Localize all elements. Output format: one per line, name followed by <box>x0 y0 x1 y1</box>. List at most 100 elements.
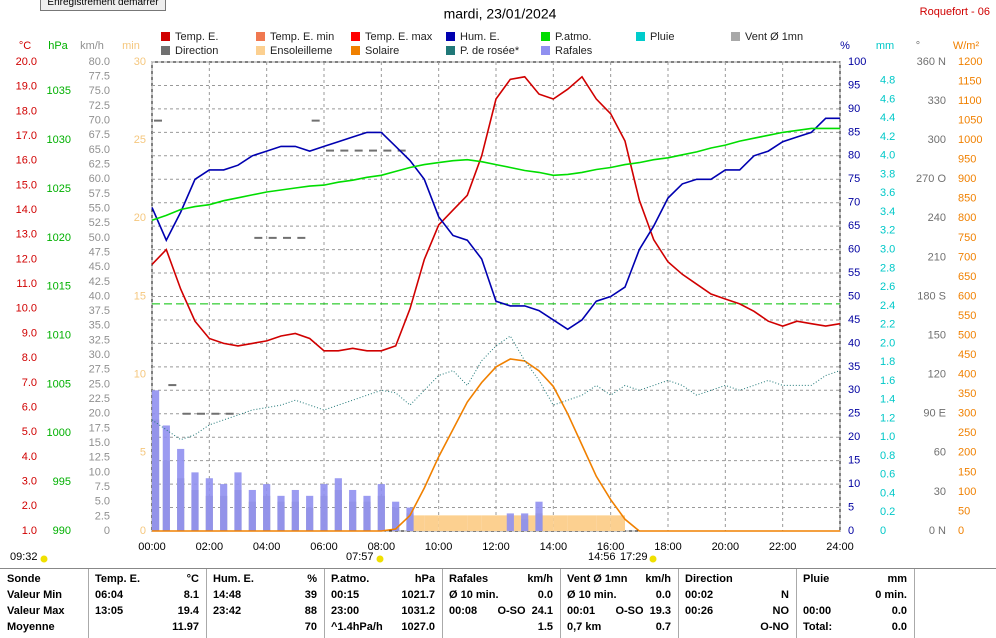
y-tick-label: 8.0 <box>22 352 37 364</box>
y-tick-label: 45.0 <box>89 261 110 273</box>
axis-title: % <box>840 40 850 52</box>
legend-label: Vent Ø 1mn <box>745 31 803 43</box>
y-tick-label: 150 <box>928 329 946 341</box>
y-tick-label: 90 E <box>923 408 946 420</box>
time-annotation: 17:29 <box>620 551 648 563</box>
y-tick-label: 42.5 <box>89 276 110 288</box>
y-tick-label: 95 <box>848 79 860 91</box>
legend-label: P.atmo. <box>555 31 592 43</box>
header-cell: Sonde <box>0 571 88 587</box>
sunshine-block <box>410 515 425 531</box>
cell-text: 19.4 <box>177 605 199 617</box>
axis-title: min <box>122 40 140 52</box>
legend-swatch <box>446 46 455 55</box>
header-cell: Direction <box>678 571 796 587</box>
sunshine-block <box>467 515 482 531</box>
y-tick-label: 32.5 <box>89 334 110 346</box>
y-tick-label: 1.0 <box>22 525 37 537</box>
legend-label: Hum. E. <box>460 31 500 43</box>
table-row: Valeur Max 13:05 19.4 23:42 88 23:00 1031.2 00:… <box>0 603 996 619</box>
sunshine-block <box>453 515 468 531</box>
summary-table: Sonde Temp. E. °C Hum. E.% P.atmo. hPa Rafales… <box>0 568 996 638</box>
cell-text: 8.1 <box>183 589 199 601</box>
y-tick-label: 20.0 <box>89 408 110 420</box>
cell-text: 0.0 <box>891 621 907 633</box>
y-tick-label: 270 O <box>916 173 946 185</box>
cell-text: hPa <box>414 573 435 585</box>
column-separator <box>678 569 679 638</box>
table-cell: 00:15 1021.7 <box>324 587 442 603</box>
y-tick-label: 25 <box>848 408 860 420</box>
chart: mardi, 23/01/2024 Roquefort - 06 00:00 02… <box>10 6 990 563</box>
axis-title: °C <box>19 40 31 52</box>
y-tick-label: 50 <box>848 290 860 302</box>
table-cell: O-NO <box>678 619 796 635</box>
cell-text: NO <box>772 605 790 617</box>
legend-swatch <box>351 32 360 41</box>
grid <box>151 61 841 532</box>
y-tick-label: 55 <box>848 267 860 279</box>
y-tick-label: 3.8 <box>880 168 895 180</box>
y-tick-label: 200 <box>958 447 976 459</box>
y-tick-label: 750 <box>958 232 976 244</box>
y-tick-label: 77.5 <box>89 71 110 83</box>
cell-text: km/h <box>645 573 671 585</box>
table-cell: 00:00 0.0 <box>796 603 914 619</box>
y-tick-label: 5 <box>848 501 854 513</box>
cell-text: 0.7 <box>655 621 671 633</box>
y-tick-label: 12.5 <box>89 452 110 464</box>
wind-bar <box>521 513 529 531</box>
sunshine-block <box>610 515 625 531</box>
series-line <box>151 75 841 352</box>
wind-bar <box>291 489 299 531</box>
y-tick-label: 2.6 <box>880 281 895 293</box>
axis-title: km/h <box>80 40 104 52</box>
y-tick-label: 5.0 <box>22 426 37 438</box>
y-tick-label: 70.0 <box>89 115 110 127</box>
wind-bar <box>205 478 213 531</box>
cell-text: 13:05 <box>95 605 124 617</box>
column-separator <box>796 569 797 638</box>
legend-label: Solaire <box>365 45 399 57</box>
y-tick-label: 400 <box>958 369 976 381</box>
y-tick-label: 2.0 <box>880 337 895 349</box>
axis-title: W/m² <box>953 40 980 52</box>
legend-swatch <box>636 32 645 41</box>
legend-swatch <box>161 32 170 41</box>
y-tick-label: 150 <box>958 466 976 478</box>
y-tick-label: 37.5 <box>89 305 110 317</box>
cell-text: 24.1 <box>531 605 553 617</box>
y-tick-label: 50 <box>958 505 970 517</box>
y-tick-label: 1035 <box>47 85 71 97</box>
y-tick-label: 5.0 <box>95 496 110 508</box>
chart-title: mardi, 23/01/2024 <box>444 6 557 22</box>
cell-text: 19.3 <box>649 605 671 617</box>
y-tick-label: 14.0 <box>16 204 37 216</box>
cell-text: Temp. E. <box>95 573 141 585</box>
y-tick-label: 360 N <box>917 56 946 68</box>
cell-text: Vent Ø 1mn <box>567 573 628 585</box>
y-tick-label: 180 S <box>917 290 946 302</box>
cell-text: 0,7 km <box>567 621 602 633</box>
x-tick-label: 16:00 <box>597 541 625 553</box>
header-cell: Pluie mm <box>796 571 914 587</box>
column-separator <box>560 569 561 638</box>
y-tick-label: 3.4 <box>880 206 895 218</box>
y-tick-label: 4.8 <box>880 75 895 87</box>
cell-text: Ø 10 min. <box>567 589 617 601</box>
y-tick-label: 1050 <box>958 115 982 127</box>
y-tick-label: 35.0 <box>89 320 110 332</box>
wind-bar <box>234 472 242 531</box>
header-cell: Vent Ø 1mn km/h <box>560 571 678 587</box>
y-tick-label: 1.4 <box>880 394 895 406</box>
y-tick-label: 18.0 <box>16 105 37 117</box>
record-button[interactable]: Enregistrement demarrer <box>40 0 166 11</box>
legend-label: Temp. E. <box>175 31 218 43</box>
cell-text: 11.97 <box>172 621 199 633</box>
y-tick-label: 75 <box>848 173 860 185</box>
cell-text: 00:08 <box>449 605 478 617</box>
legend-swatch <box>256 46 265 55</box>
y-tick-label: 4.0 <box>22 451 37 463</box>
table-cell: Ø 10 min. 0.0 <box>560 587 678 603</box>
